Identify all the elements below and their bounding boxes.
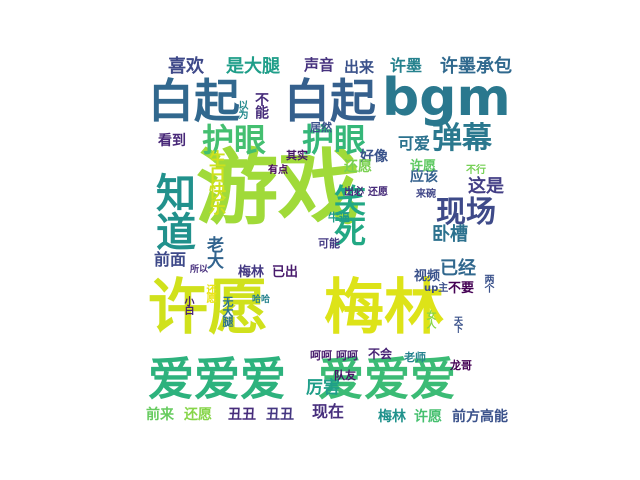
cloud-word: 许愿 <box>414 409 442 425</box>
cloud-word: 卧槽 <box>432 224 468 245</box>
cloud-word: 龙哥 <box>450 359 472 372</box>
cloud-word: 所以 <box>190 265 209 275</box>
cloud-word: 应该 <box>410 169 438 185</box>
cloud-word: 是大腿 <box>226 56 280 77</box>
cloud-word: 笑死 <box>329 184 367 246</box>
cloud-word: 前方高能 <box>452 409 508 425</box>
cloud-word: 两个 <box>482 274 493 292</box>
cloud-word: 生日快乐 <box>205 150 225 214</box>
cloud-word: 其实 <box>286 149 308 162</box>
cloud-word: 来碗 <box>416 189 436 200</box>
cloud-word: 已出 <box>272 265 299 280</box>
cloud-word: 梅林 <box>378 409 406 425</box>
cloud-word: 前来 <box>146 407 174 423</box>
cloud-word: 现场 <box>436 195 496 230</box>
cloud-word: 居然 <box>310 121 332 134</box>
cloud-word: 游戏 <box>196 141 361 236</box>
cloud-word: 爱爱爱 <box>318 352 456 406</box>
cloud-word: 还愿 <box>204 284 215 302</box>
cloud-word: 喜欢 <box>168 56 204 77</box>
cloud-word: 出来 <box>344 58 375 76</box>
cloud-word: 许墨承包 <box>440 56 512 77</box>
cloud-word: 小白 <box>182 296 193 314</box>
cloud-word: 许愿 <box>410 159 437 174</box>
cloud-word: 护眼 <box>202 121 267 159</box>
cloud-word: 哈哈 <box>252 295 271 305</box>
cloud-word: 许愿 <box>148 273 268 343</box>
cloud-word: 老大 <box>203 236 223 268</box>
cloud-word: 丑丑 <box>266 407 294 423</box>
cloud-word: 女人 <box>424 310 435 328</box>
cloud-word: 爱爱爱 <box>148 352 286 406</box>
cloud-word: 以为 <box>236 100 247 118</box>
cloud-word: 白起 <box>284 74 376 128</box>
cloud-word: 呵呵 <box>310 349 332 362</box>
cloud-word: 这是 <box>468 176 504 197</box>
cloud-word: 无大腿 <box>221 296 234 326</box>
cloud-word: 现在 <box>312 402 345 421</box>
cloud-word: 弹幕 <box>432 121 492 156</box>
cloud-word: 厉害 <box>306 378 340 398</box>
cloud-word: 好像 <box>360 149 388 165</box>
cloud-word: 可爱 <box>398 134 431 153</box>
cloud-word: 呵呵 <box>336 349 358 362</box>
cloud-word: 不要 <box>448 281 475 296</box>
cloud-word: 知道 <box>149 172 195 250</box>
cloud-word: up主 <box>424 283 449 294</box>
cloud-word: 牛逼 <box>328 211 350 224</box>
cloud-word: 前面 <box>154 250 187 269</box>
cloud-word: 老师 <box>404 351 426 364</box>
cloud-word: 还愿 <box>368 187 388 198</box>
cloud-word: 可能 <box>318 237 340 250</box>
cloud-word: 白起 <box>148 74 240 128</box>
cloud-word: 许墨 <box>390 56 423 75</box>
cloud-word: 出必 <box>344 187 364 198</box>
cloud-word: 不会 <box>368 347 393 361</box>
cloud-word: bgm <box>382 68 511 128</box>
cloud-word: 视频 <box>414 269 441 284</box>
cloud-word: 不能 <box>253 92 269 118</box>
cloud-word: 丑丑 <box>228 407 256 423</box>
cloud-word: 还愿 <box>344 159 372 175</box>
cloud-word: 有点 <box>268 165 288 176</box>
cloud-word: 还愿 <box>184 407 212 423</box>
cloud-word: 护眼 <box>302 121 367 159</box>
cloud-word: 不行 <box>466 165 486 176</box>
cloud-word: 看到 <box>158 133 186 149</box>
cloud-word: 梅林 <box>324 273 444 343</box>
cloud-word: 队友 <box>334 369 356 382</box>
cloud-word: 声音 <box>304 56 335 74</box>
cloud-word: 已经 <box>440 258 476 279</box>
cloud-word: 天下 <box>452 316 462 332</box>
cloud-word: 梅林 <box>238 265 265 280</box>
